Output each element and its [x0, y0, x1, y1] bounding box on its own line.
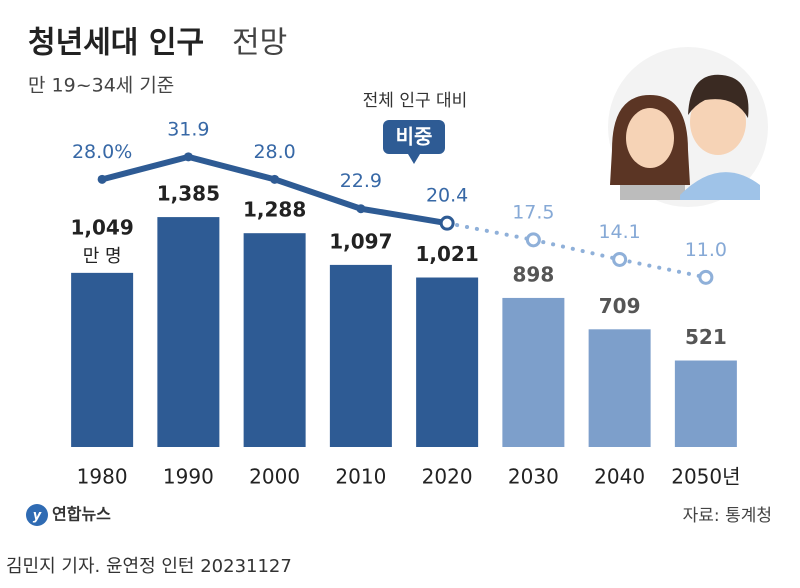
- line-segment: [357, 205, 451, 227]
- credit: 김민지 기자. 윤연정 인턴 20231127: [6, 556, 292, 577]
- logo-text: 연합뉴스: [52, 505, 111, 524]
- line-segment: [99, 153, 192, 183]
- line-point: [612, 251, 628, 267]
- line-value-label: 20.4: [426, 185, 468, 207]
- line-point: [183, 152, 193, 162]
- legend-label: 비중: [396, 125, 433, 149]
- logo: y: [26, 504, 48, 526]
- x-tick-label: 2040: [594, 465, 645, 489]
- x-tick-label: 1990: [163, 465, 214, 489]
- x-tick-label: 2050년: [671, 465, 740, 489]
- line-point: [270, 174, 280, 184]
- bar-value-label: 1,385: [157, 182, 220, 206]
- line-value-label: 17.5: [512, 201, 554, 223]
- source: 자료: 통계청: [683, 506, 772, 526]
- bar-value-label: 1,049: [70, 215, 133, 239]
- bar-value-label: 521: [685, 325, 727, 349]
- x-tick-label: 1980: [77, 465, 128, 489]
- line-note: 전체 인구 대비: [363, 91, 468, 111]
- bar-value-label: 898: [513, 262, 555, 286]
- bar: [329, 264, 392, 447]
- x-tick-label: 2020: [422, 465, 473, 489]
- line-value-label: 31.9: [167, 118, 209, 140]
- line-point: [698, 269, 714, 285]
- callout: [383, 120, 445, 164]
- chart-title-light: 전망: [232, 26, 287, 61]
- bar-value-label: 1,288: [243, 198, 306, 222]
- bar: [243, 233, 306, 447]
- line-value-label: 28.0: [253, 141, 295, 163]
- subtitle: 만 19~34세 기준: [28, 75, 174, 97]
- bar-value-label: 709: [599, 294, 641, 318]
- bar: [416, 277, 479, 447]
- line-segment: [271, 176, 364, 212]
- x-tick-label: 2030: [508, 465, 559, 489]
- line-value-label: 22.9: [340, 170, 382, 192]
- x-tick-label: 2000: [249, 465, 300, 489]
- x-tick-label: 2010: [335, 465, 386, 489]
- bar: [674, 360, 737, 447]
- unit-label: 만 명: [83, 246, 122, 267]
- bar-value-label: 1,021: [415, 242, 478, 266]
- bar: [157, 217, 220, 447]
- line-point: [97, 174, 107, 184]
- line-segment: [185, 153, 278, 183]
- line-point: [525, 232, 541, 248]
- illustration: [608, 47, 768, 207]
- line-point: [439, 215, 455, 231]
- bar: [502, 297, 565, 447]
- line-value-label: 28.0%: [72, 141, 132, 163]
- line-value-label: 14.1: [598, 221, 640, 243]
- line-value-label: 11.0: [685, 239, 727, 261]
- bar: [71, 272, 134, 447]
- bar-value-label: 1,097: [329, 229, 392, 253]
- chart-title: 청년세대 인구: [28, 26, 204, 61]
- bar: [588, 329, 651, 447]
- svg-text:y: y: [33, 509, 42, 524]
- line-point: [356, 204, 366, 214]
